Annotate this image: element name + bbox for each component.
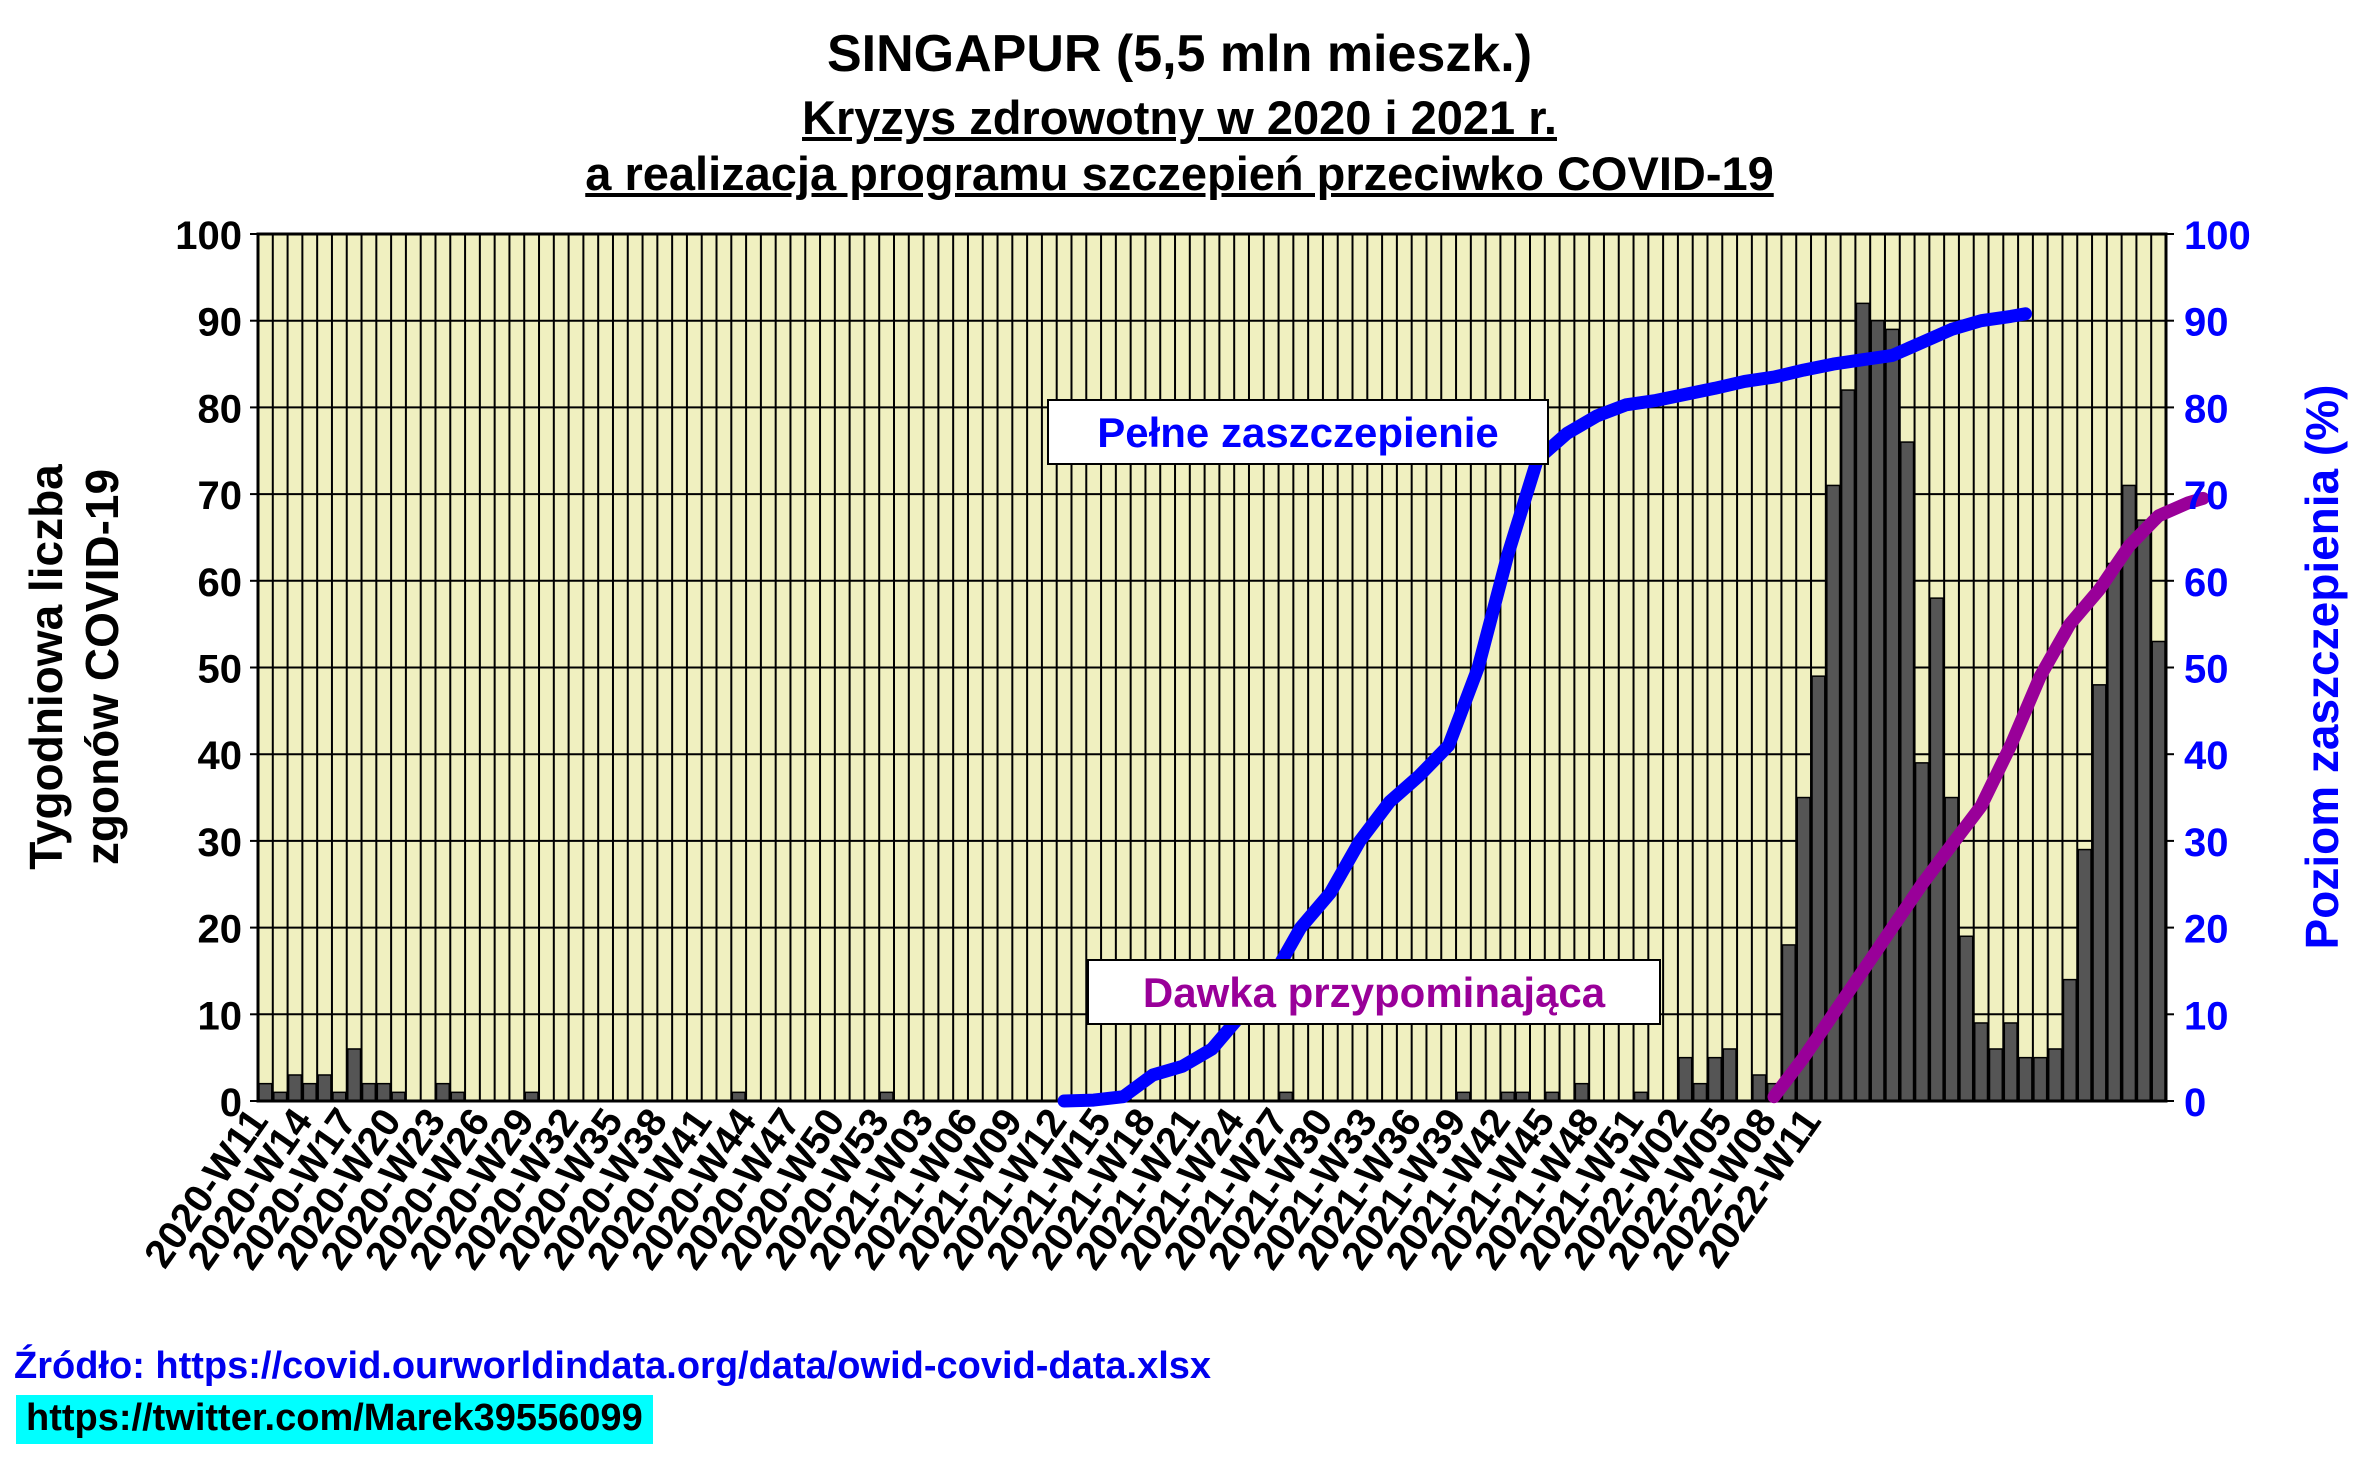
bar [1885, 328, 1900, 1102]
left-axis-tick-label: 30 [198, 821, 243, 865]
left-axis-tick-label: 100 [175, 214, 242, 258]
bar [1914, 762, 1930, 1102]
right-axis-tick-label: 60 [2184, 561, 2229, 605]
bar [2092, 684, 2107, 1102]
bar [2018, 1056, 2033, 1102]
bar [2003, 1022, 2018, 1102]
chart-subtitle-1: Kryzys zdrowotny w 2020 i 2021 r. [802, 91, 1557, 144]
right-axis-title: Poziom zaszczepienia (%) [2296, 385, 2348, 950]
series-line-booster [1767, 491, 2210, 1104]
chart-area: 0 10 20 30 40 50 60 70 80 90 100 0 10 20 30 40 50 60 70 80 9… [20, 214, 2348, 1277]
annotation-full-vaccination: Pełne zaszczepienie [1097, 409, 1499, 456]
bar [1900, 441, 1915, 1102]
bar [1707, 1056, 1723, 1102]
bar [2033, 1056, 2048, 1102]
bar [2077, 848, 2092, 1102]
bar [302, 1082, 317, 1102]
series-line-full-vaccination [1057, 307, 2032, 1108]
bar [1692, 1082, 1708, 1102]
bar [2062, 978, 2078, 1102]
chart-subtitle-2: a realizacja programu szczepień przeciwk… [585, 147, 1774, 200]
bar [1973, 1022, 1989, 1102]
source-note: Źródło: https://covid.ourworldindata.org… [14, 1345, 1212, 1387]
right-axis-tick-label: 100 [2184, 214, 2251, 258]
twitter-link[interactable]: https://twitter.com/Marek39556099 [16, 1395, 653, 1444]
bar [287, 1074, 303, 1102]
right-axis-tick-label: 50 [2184, 648, 2229, 692]
left-axis-title: Tygodniowa liczbazgonów COVID-19 [20, 464, 128, 870]
annotation-booster: Dawka przypominająca [1143, 969, 1606, 1016]
right-axis-tick-label: 40 [2184, 734, 2229, 778]
bar [1870, 319, 1885, 1102]
left-axis-tick-label: 90 [198, 301, 243, 345]
left-axis-tick-label: 40 [198, 734, 243, 778]
left-axis-tick-label: 10 [198, 994, 243, 1038]
bar [376, 1082, 391, 1102]
bar [2107, 562, 2122, 1102]
right-axis-tick-label: 10 [2184, 994, 2229, 1038]
bar [317, 1074, 332, 1102]
bar [258, 1082, 273, 1102]
right-axis-tick-label: 80 [2184, 387, 2229, 431]
bar [2121, 484, 2137, 1102]
bar [1752, 1074, 1767, 1102]
right-axis-tick-label: 30 [2184, 821, 2229, 865]
bar [361, 1082, 377, 1102]
right-axis-tick-label: 0 [2184, 1081, 2206, 1125]
bar [1988, 1048, 2004, 1102]
annotation-full-vaccination-box [1047, 399, 1549, 465]
bar [435, 1082, 451, 1102]
bar [2151, 640, 2166, 1102]
right-axis-tick-label: 20 [2184, 908, 2229, 952]
right-axis-tick-label: 70 [2184, 474, 2229, 518]
left-axis-tick-label: 70 [198, 474, 243, 518]
bar [1574, 1082, 1589, 1102]
bar [346, 1048, 362, 1102]
bar [1959, 935, 1974, 1102]
left-axis-tick-label: 80 [198, 387, 243, 431]
chart-title: SINGAPUR (5,5 mln mieszk.) [826, 25, 1533, 83]
annotation-booster-box [1087, 959, 1661, 1025]
left-axis-tick-label: 0 [220, 1081, 242, 1125]
bar [2047, 1048, 2063, 1102]
left-axis-tick-label: 60 [198, 561, 243, 605]
left-axis-tick-label: 50 [198, 648, 243, 692]
left-axis-tick-label: 20 [198, 908, 243, 952]
bar [1678, 1056, 1693, 1102]
right-axis-tick-label: 90 [2184, 301, 2229, 345]
bar [2136, 519, 2151, 1102]
bar [1722, 1048, 1737, 1102]
